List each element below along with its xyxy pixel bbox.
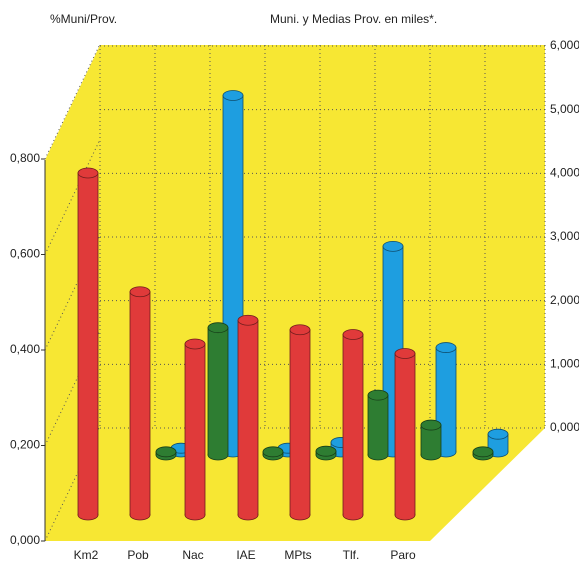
x-tick-label: Nac (182, 548, 203, 562)
bar (77, 167, 99, 521)
bar (289, 324, 311, 521)
bar-body (78, 173, 98, 515)
bar-top (77, 167, 99, 179)
bar-top (129, 286, 151, 298)
bar-body (368, 395, 388, 455)
bar-top (394, 348, 416, 359)
bar-top (487, 428, 509, 440)
bar (472, 446, 494, 461)
bar-top (207, 322, 229, 334)
bar-body (343, 334, 363, 515)
bar (420, 419, 442, 461)
x-tick-label: Pob (127, 548, 149, 562)
bar-body (185, 344, 205, 515)
bar-top (382, 240, 404, 252)
bar-top (315, 445, 337, 457)
bar (394, 348, 416, 521)
bar (184, 338, 206, 521)
y-tick-label: 0,200 (10, 438, 40, 452)
y2-tick-label: 2,000 (550, 293, 579, 307)
bar (129, 286, 151, 521)
bar-body (130, 291, 150, 515)
y2-tick-label: 1,000 (550, 357, 579, 371)
bar-body (238, 320, 258, 515)
bar (262, 446, 284, 461)
bar (237, 314, 259, 521)
bar-top (262, 446, 284, 458)
bar-top (237, 314, 259, 326)
bar-top (472, 446, 494, 458)
y-axis-title: %Muni/Prov. (50, 12, 117, 26)
x-tick-label: Tlf. (343, 548, 360, 562)
bar-top (420, 419, 442, 431)
bar-body (395, 353, 415, 515)
x-tick-label: Paro (390, 548, 416, 562)
bar-body (208, 327, 228, 455)
y2-tick-label: 6,000 (550, 38, 579, 52)
bar-body (290, 329, 310, 515)
bar-body (421, 425, 441, 455)
plot-background (45, 45, 545, 541)
bar-top (222, 90, 244, 101)
bar (315, 445, 337, 461)
bar (367, 389, 389, 461)
bar-top (342, 329, 364, 340)
y2-tick-label: 5,000 (550, 102, 579, 116)
x-tick-label: Km2 (74, 548, 99, 562)
bar (487, 428, 509, 458)
bar-top (367, 389, 389, 401)
y2-tick-label: 3,000 (550, 229, 579, 243)
bar (342, 329, 364, 521)
bar-top (435, 342, 457, 353)
bar-top (184, 338, 206, 350)
bar (155, 446, 177, 461)
y-tick-label: 0,000 (10, 533, 40, 547)
y-tick-label: 0,400 (10, 342, 40, 356)
x-tick-label: MPts (284, 548, 311, 562)
y2-tick-label: 0,000 (550, 420, 579, 434)
y2-tick-label: 4,000 (550, 166, 579, 180)
y-tick-label: 0,600 (10, 247, 40, 261)
x-tick-label: IAE (236, 548, 255, 562)
bar-top (155, 446, 177, 458)
y2-axis-title: Muni. y Medias Prov. en miles*. (270, 12, 437, 26)
bar (207, 322, 229, 461)
bar-top (289, 324, 311, 336)
y-tick-label: 0,800 (10, 151, 40, 165)
